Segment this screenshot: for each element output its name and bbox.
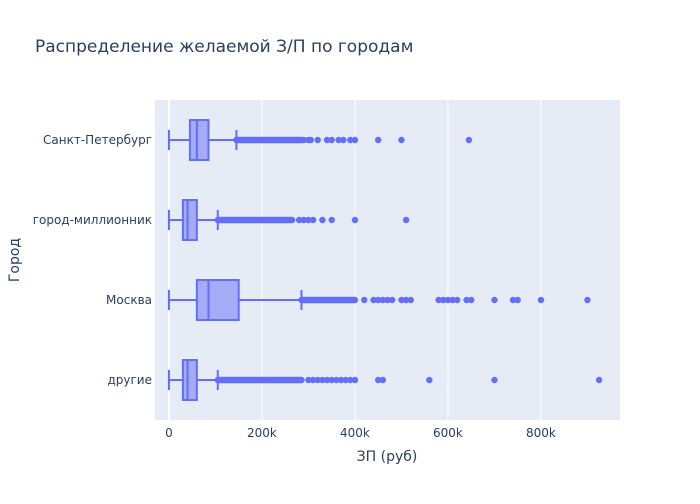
y-axis-label: Город (7, 238, 23, 282)
outlier-point (514, 296, 521, 304)
outlier-point (426, 376, 433, 384)
outlier-point (300, 216, 307, 224)
outlier-point (347, 136, 354, 144)
x-axis-label: ЗП (руб) (357, 449, 418, 465)
outlier-point (379, 376, 387, 384)
outlier-point (351, 376, 359, 384)
outlier-point (509, 296, 517, 304)
outlier-point (288, 216, 296, 224)
outlier-point (402, 296, 410, 304)
outlier-point (454, 296, 461, 304)
outlier-point (314, 376, 321, 384)
outlier-point (388, 296, 396, 304)
axis-ticks: 0 200k 400k 600k 800k Санкт-Петербург город-ми… (33, 133, 556, 440)
x-tick-label: 600k (433, 426, 463, 440)
box-group (167, 119, 473, 161)
outlier-point (342, 376, 349, 384)
outlier-point (375, 376, 382, 384)
outlier-point (465, 136, 473, 144)
outlier-point (309, 216, 317, 224)
outlier-point (335, 136, 342, 144)
outlier-point (305, 216, 312, 224)
gridlines (167, 100, 542, 420)
outlier-point (491, 376, 498, 384)
outlier-point (328, 216, 335, 224)
boxes-layer (167, 119, 603, 401)
outlier-point (298, 376, 305, 384)
outlier-point (435, 296, 442, 304)
outlier-point (444, 296, 452, 304)
outlier-point (351, 136, 359, 144)
outlier-point (351, 216, 359, 224)
outlier-point (307, 136, 314, 144)
outlier-point (384, 296, 391, 304)
x-tick-label: 200k (247, 426, 277, 440)
chart-title: Распределение желаемой З/П по городам (35, 37, 413, 57)
outlier-point (370, 296, 377, 304)
outlier-point (340, 136, 347, 144)
box-group (167, 359, 603, 401)
outlier-point (440, 296, 447, 304)
outlier-point (491, 296, 498, 304)
y-tick-label: Москва (106, 293, 152, 307)
outlier-point (300, 136, 307, 144)
outlier-point (375, 136, 382, 144)
outlier-point (328, 376, 335, 384)
x-tick-label: 0 (165, 426, 173, 440)
outlier-point (379, 296, 387, 304)
box-group (167, 279, 591, 321)
outlier-point (537, 296, 545, 304)
outlier-point (351, 296, 359, 304)
box-group (167, 199, 410, 241)
outlier-point (305, 376, 312, 384)
outlier-point (595, 376, 603, 384)
y-tick-label: город-миллионник (33, 213, 152, 227)
outlier-point (337, 376, 345, 384)
iqr-box (188, 119, 210, 161)
y-tick-label: Санкт-Петербург (43, 133, 152, 147)
iqr-box (181, 199, 198, 241)
iqr-box (195, 279, 240, 321)
outlier-point (402, 216, 410, 224)
outlier-point (309, 376, 317, 384)
outlier-point (463, 296, 470, 304)
outlier-point (398, 136, 405, 144)
outlier-point (468, 296, 475, 304)
outlier-point (407, 296, 414, 304)
x-tick-label: 800k (526, 426, 556, 440)
outlier-point (584, 296, 591, 304)
outlier-point (295, 216, 303, 224)
y-tick-label: другие (107, 373, 152, 387)
outlier-point (319, 376, 326, 384)
outlier-point (323, 376, 331, 384)
outlier-point (398, 296, 405, 304)
outlier-point (328, 136, 335, 144)
outlier-point (361, 296, 368, 304)
x-tick-label: 400k (340, 426, 370, 440)
outlier-point (319, 216, 326, 224)
iqr-box (181, 359, 198, 401)
plot-area (155, 100, 620, 420)
outlier-point (323, 136, 331, 144)
outlier-point (449, 296, 456, 304)
outlier-point (347, 376, 354, 384)
outlier-point (333, 376, 340, 384)
outlier-point (314, 136, 321, 144)
outlier-point (375, 296, 382, 304)
